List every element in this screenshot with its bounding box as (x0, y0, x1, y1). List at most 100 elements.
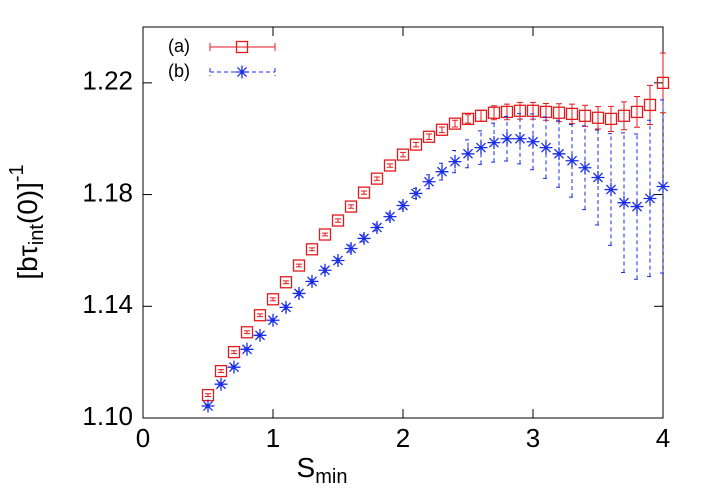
error-bar (608, 133, 614, 246)
point (279, 276, 293, 289)
point (240, 342, 254, 356)
point (552, 147, 566, 161)
point (656, 179, 670, 193)
point (474, 141, 488, 155)
point (292, 259, 306, 272)
point (331, 214, 345, 227)
point (201, 399, 215, 413)
point (513, 104, 527, 117)
legend-line (209, 43, 276, 51)
error-bar (621, 132, 627, 273)
point (500, 132, 514, 146)
point (448, 155, 462, 169)
point (305, 243, 319, 256)
error-bar (231, 350, 237, 354)
error-bar (595, 106, 601, 130)
y-tick-label: 1.14 (82, 289, 133, 319)
error-bar (569, 103, 575, 125)
error-bar (465, 114, 471, 124)
point (591, 111, 605, 124)
point (604, 112, 618, 126)
point (240, 326, 254, 339)
point (370, 172, 384, 185)
error-bar (517, 113, 523, 165)
point (630, 105, 644, 119)
point (396, 198, 410, 212)
y-axis-label: [bτint(0)]-1 (6, 164, 48, 279)
point (422, 130, 436, 143)
error-bar (491, 105, 497, 121)
y-tick-label: 1.18 (82, 177, 133, 207)
legend-line (209, 68, 276, 76)
x-tick-label: 2 (396, 423, 410, 453)
point (357, 186, 371, 199)
point (617, 196, 631, 210)
y-tick-label: 1.10 (82, 401, 133, 431)
point (227, 360, 241, 374)
point (630, 200, 644, 214)
point (409, 186, 423, 200)
error-bar (556, 119, 562, 188)
point (435, 165, 449, 179)
point (266, 313, 280, 327)
x-tick-label: 4 (656, 423, 670, 453)
point (318, 263, 332, 277)
legend-marker (235, 40, 249, 54)
error-bar (595, 129, 601, 226)
error-bar (608, 105, 614, 132)
point (318, 228, 332, 241)
error-bar (426, 133, 432, 141)
error-bar (270, 297, 276, 302)
point (474, 109, 488, 122)
point (591, 171, 605, 185)
point (578, 109, 592, 122)
y-tick-label: 1.22 (82, 66, 133, 96)
point (227, 345, 241, 359)
error-bar (647, 84, 653, 125)
error-bar (387, 163, 393, 168)
error-bar (478, 109, 484, 122)
error-bar (530, 113, 536, 171)
point (526, 135, 540, 149)
point (370, 221, 384, 235)
legend-label: (a) (168, 36, 190, 56)
error-bar (218, 369, 224, 373)
error-bar (296, 263, 302, 268)
error-bar (244, 330, 250, 335)
error-bar (556, 103, 562, 123)
point (617, 109, 631, 122)
point (292, 286, 306, 300)
plot-frame (142, 26, 664, 419)
point (578, 161, 592, 175)
point (409, 138, 423, 151)
point (487, 136, 501, 150)
point (643, 98, 657, 112)
error-bar (582, 104, 588, 127)
error-bar (348, 204, 354, 209)
point (396, 148, 410, 161)
error-bar (465, 139, 471, 169)
point (331, 253, 345, 267)
x-tick-label: 0 (136, 423, 150, 453)
point (383, 210, 397, 224)
point (643, 191, 657, 205)
error-bar (634, 96, 640, 128)
point (565, 107, 579, 121)
error-bar (621, 101, 627, 131)
error-bar (283, 280, 289, 285)
point (435, 123, 449, 136)
point (253, 328, 267, 342)
point (305, 274, 319, 288)
point (253, 309, 267, 322)
point (565, 154, 579, 168)
point (539, 141, 553, 155)
point (487, 106, 501, 119)
error-bar (582, 125, 588, 211)
error-bar (335, 218, 341, 223)
error-bar (413, 141, 419, 148)
point (526, 104, 540, 117)
error-bar (322, 232, 328, 237)
x-axis-label: Smin (297, 452, 348, 488)
legend-marker (235, 65, 249, 79)
error-bar (374, 176, 380, 181)
